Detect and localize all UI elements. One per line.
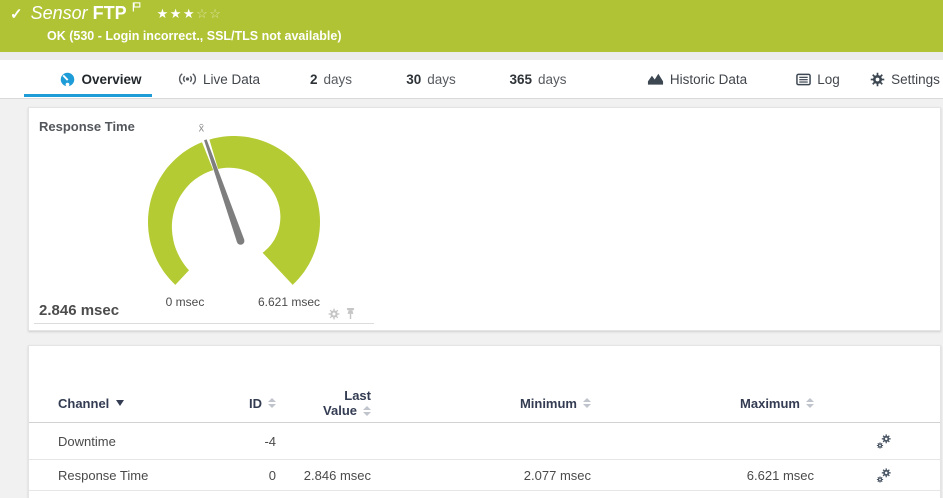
gauge-tile-actions — [328, 307, 356, 320]
gauge-tile-title: Response Time — [39, 119, 135, 134]
table-row: Downtime -4 — [29, 423, 940, 460]
sort-icon — [363, 405, 371, 416]
header-shadow-strip — [0, 52, 943, 60]
gear-icon — [870, 72, 885, 86]
sort-icon — [268, 398, 276, 408]
channel-settings-button[interactable] — [876, 433, 892, 450]
column-label: Maximum — [740, 395, 800, 411]
live-data-icon — [178, 73, 197, 85]
sensor-title-name: FTP — [92, 3, 127, 23]
channel-settings-button[interactable] — [876, 467, 892, 484]
tab-number: 2 — [309, 71, 318, 87]
column-label: Channel — [58, 395, 110, 411]
channel-table-header: Channel ID Last Value Minimum Maximum — [29, 384, 940, 423]
sensor-title-prefix: Sensor — [30, 3, 88, 23]
historic-data-icon — [647, 73, 663, 85]
tab-label: Historic Data — [669, 71, 748, 87]
column-header-channel[interactable]: Channel — [58, 396, 191, 411]
gears-icon — [876, 433, 891, 449]
gauge-needle-cap — [236, 237, 245, 245]
tab-label: Log — [817, 71, 840, 87]
column-label: Value — [323, 403, 357, 418]
overview-panel: Response Time x̄ 0 msec 6.621 msec 2.846… — [28, 107, 941, 331]
tab-log[interactable]: Log — [786, 60, 850, 98]
gauge-tile-divider — [34, 323, 374, 324]
column-label: ID — [249, 395, 262, 411]
gauge-max-label: 6.621 msec — [257, 295, 321, 309]
log-icon — [796, 73, 812, 85]
column-header-last-value[interactable]: Last Value — [276, 388, 371, 418]
tab-label: days — [538, 71, 567, 87]
gauge-min-label: 0 msec — [165, 295, 205, 309]
channel-id: -4 — [264, 433, 276, 449]
tab-number: 365 — [509, 71, 532, 87]
channel-maximum: 6.621 msec — [746, 467, 814, 483]
priority-stars[interactable]: ★★★☆☆ — [157, 6, 223, 22]
tab-30-days[interactable]: 30 days — [394, 60, 468, 98]
tab-bar: Overview Live Data 2 days 30 days 365 da… — [0, 60, 943, 99]
channels-table-panel: Channel ID Last Value Minimum Maximum — [28, 345, 941, 498]
column-label: Minimum — [519, 395, 577, 411]
tab-historic-data[interactable]: Historic Data — [634, 60, 760, 98]
flag-icon[interactable] — [132, 0, 141, 18]
tab-label: days — [323, 71, 353, 87]
column-header-minimum[interactable]: Minimum — [371, 396, 591, 411]
tab-overview[interactable]: Overview — [24, 60, 152, 98]
table-row: Response Time 0 2.846 msec 2.077 msec 6.… — [29, 460, 940, 491]
sensor-header: ✓ Sensor FTP ★★★☆☆ OK (530 - Login incor… — [0, 0, 943, 52]
tab-live-data[interactable]: Live Data — [166, 60, 272, 98]
gauge-needle — [204, 139, 245, 243]
tile-pin-icon[interactable] — [345, 307, 356, 320]
gauge-arc — [148, 136, 320, 285]
gears-icon — [876, 467, 891, 483]
column-label: Last — [344, 388, 371, 403]
channel-name: Response Time — [58, 467, 149, 483]
ok-check-icon: ✓ — [10, 5, 23, 23]
channel-id: 0 — [268, 467, 276, 483]
tab-number: 30 — [406, 71, 422, 87]
tile-gear-icon[interactable] — [328, 308, 340, 320]
tab-2-days[interactable]: 2 days — [298, 60, 364, 98]
sensor-title-row: ✓ Sensor FTP ★★★☆☆ — [10, 0, 223, 24]
channel-last-value: 2.846 msec — [303, 467, 371, 483]
sensor-status-text: OK (530 - Login incorrect., SSL/TLS not … — [47, 29, 342, 43]
tab-settings[interactable]: Settings — [866, 60, 943, 98]
tab-label: Live Data — [202, 71, 261, 87]
gauge-icon — [61, 72, 75, 86]
gauge-value-label: 2.846 msec — [39, 302, 120, 319]
sort-icon — [806, 398, 814, 408]
stars-empty: ☆☆ — [196, 5, 223, 21]
tab-label: Overview — [81, 71, 142, 87]
tab-label: days — [427, 71, 456, 87]
stars-filled: ★★★ — [156, 5, 197, 21]
channel-minimum: 2.077 msec — [523, 467, 591, 483]
sort-icon — [583, 398, 591, 408]
tab-365-days[interactable]: 365 days — [498, 60, 578, 98]
tab-label: Settings — [891, 71, 940, 87]
column-header-id[interactable]: ID — [191, 396, 276, 411]
sort-desc-icon — [116, 400, 125, 406]
response-time-gauge: x̄ — [148, 123, 320, 285]
gauge-mean-marker: x̄ — [199, 123, 205, 135]
column-header-maximum[interactable]: Maximum — [591, 396, 814, 411]
channel-name: Downtime — [58, 433, 116, 449]
